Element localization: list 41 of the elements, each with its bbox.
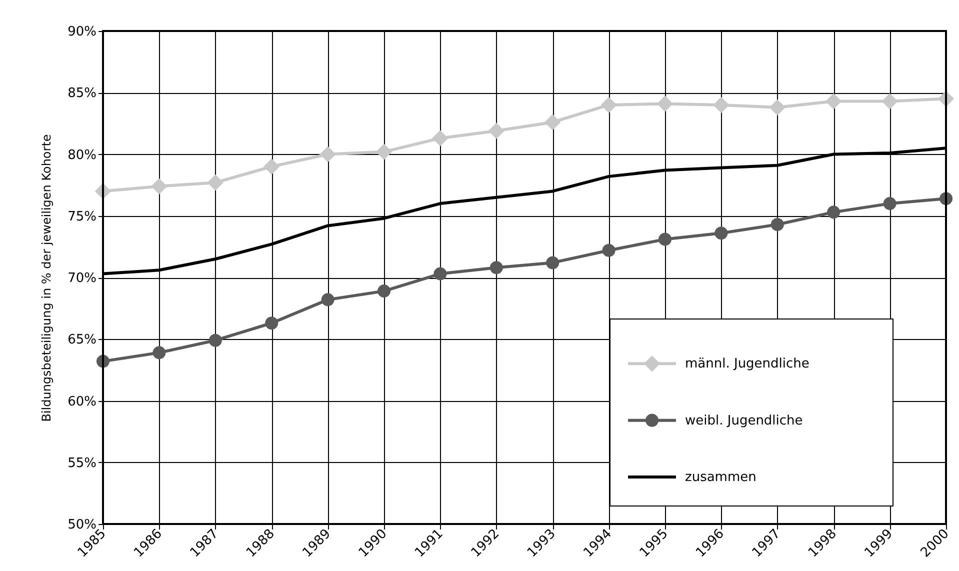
y-tick-label: 80% xyxy=(68,148,96,163)
point xyxy=(546,256,560,270)
point xyxy=(770,218,784,232)
point xyxy=(544,114,561,130)
point xyxy=(264,158,280,175)
y-tick-label: 70% xyxy=(68,271,96,286)
point xyxy=(208,334,222,347)
y-axis-title: Bildungsbeteiligung in % der jeweiligen Kohorte xyxy=(40,134,54,422)
y-tick-label: 65% xyxy=(68,332,96,348)
point xyxy=(434,267,447,280)
legend-label: zusammen xyxy=(685,470,756,485)
point xyxy=(321,293,334,306)
y-tick-label: 90% xyxy=(68,24,96,40)
point xyxy=(265,316,278,330)
y-tick-label: 60% xyxy=(68,394,96,410)
point xyxy=(602,244,616,257)
y-tick-label: 85% xyxy=(68,86,96,102)
point xyxy=(714,226,728,240)
point xyxy=(376,144,392,160)
legend-label: männl. Jugendliche xyxy=(685,356,810,372)
y-tick-label: 55% xyxy=(68,456,96,471)
point xyxy=(151,178,168,194)
point xyxy=(488,122,504,139)
point xyxy=(432,130,448,146)
point xyxy=(882,93,898,110)
point xyxy=(826,93,842,110)
legend-label: weibl. Jugendliche xyxy=(685,413,803,428)
point xyxy=(490,261,503,274)
y-tick-label: 75% xyxy=(68,209,96,224)
y-tick-label: 50% xyxy=(68,518,96,532)
point xyxy=(713,96,730,114)
point xyxy=(207,174,224,191)
point xyxy=(827,206,840,219)
point xyxy=(152,346,166,360)
point xyxy=(656,96,674,112)
point xyxy=(600,96,617,114)
point xyxy=(320,146,336,162)
point xyxy=(769,99,786,116)
point xyxy=(883,197,896,210)
point xyxy=(377,284,391,298)
point xyxy=(658,232,672,246)
